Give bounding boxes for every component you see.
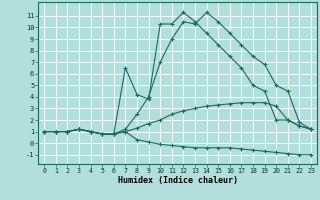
X-axis label: Humidex (Indice chaleur): Humidex (Indice chaleur)	[118, 176, 238, 185]
